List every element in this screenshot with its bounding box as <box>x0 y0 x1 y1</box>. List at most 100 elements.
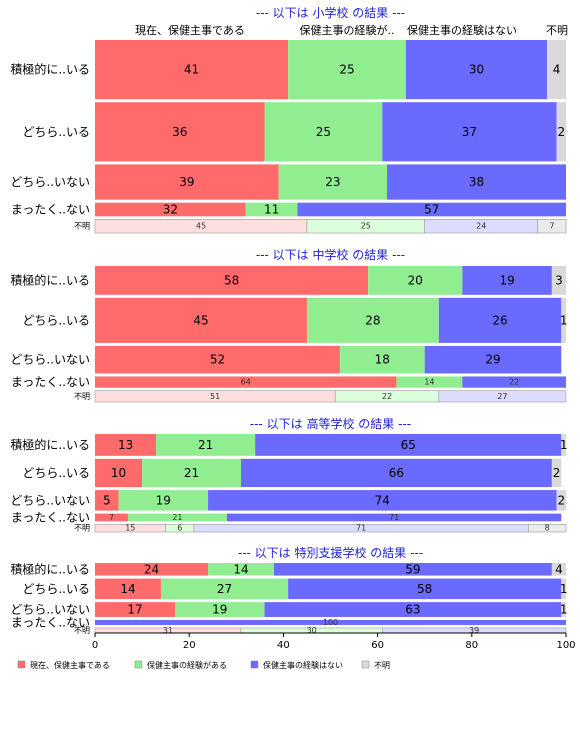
bar-segment <box>387 164 566 200</box>
bar-segment <box>561 602 566 617</box>
data-label: 4 <box>555 562 563 576</box>
data-label: 64 <box>241 378 251 387</box>
bar-segment <box>255 434 562 456</box>
bar-segment <box>561 578 566 600</box>
data-label: 3 <box>555 273 563 287</box>
data-label: 11 <box>264 203 279 217</box>
data-label: 29 <box>485 353 500 367</box>
bar-segment <box>462 376 566 388</box>
bar-segment <box>95 458 143 488</box>
row-label: まったく..ない <box>11 375 90 389</box>
row-label: どちら..いない <box>10 175 90 189</box>
bar-segment <box>95 202 246 217</box>
bar-segment <box>95 40 289 100</box>
data-label: 58 <box>417 582 432 596</box>
bar-segment <box>245 202 298 217</box>
bar-segment <box>95 266 369 295</box>
legend-entry: 保健主事の経験がある <box>147 660 227 670</box>
section-title: --- 以下は 小学校 の結果 --- <box>256 5 405 20</box>
data-label: 24 <box>144 562 159 576</box>
bar-segment <box>95 297 307 343</box>
legend-swatch <box>134 660 143 669</box>
bar-segment <box>118 490 209 511</box>
bar-segment <box>95 602 176 617</box>
bar-segment <box>438 390 567 403</box>
row-label: まったく..ない <box>11 203 90 217</box>
bar-segment <box>160 578 289 600</box>
data-label: 10 <box>111 466 126 480</box>
bar-segment <box>156 434 256 456</box>
data-label: 59 <box>405 562 420 576</box>
column-header: 保健主事の経験はない <box>407 23 517 37</box>
row-label: どちら..いない <box>10 603 90 617</box>
column-header: 保健主事の経験が.. <box>300 23 395 37</box>
data-label: 28 <box>365 313 380 327</box>
column-header: 不明 <box>546 24 568 37</box>
data-label: 27 <box>497 392 507 401</box>
data-label: 1 <box>560 603 568 617</box>
row-label: まったく..ない <box>11 615 90 629</box>
data-label: 23 <box>325 175 340 189</box>
data-label: 27 <box>217 582 232 596</box>
bar-segment <box>288 40 406 100</box>
row-label: 積極的に..いる <box>10 272 90 287</box>
data-label: 5 <box>103 493 111 507</box>
bar-segment <box>208 563 274 576</box>
data-label: 63 <box>405 603 420 617</box>
data-label: 25 <box>339 63 354 77</box>
bar-segment <box>241 458 552 488</box>
bar-segment <box>561 297 566 343</box>
data-label: 14 <box>120 582 135 596</box>
data-label: 71 <box>389 513 399 522</box>
data-label: 21 <box>198 438 213 452</box>
data-label: 71 <box>356 524 366 533</box>
data-label: 30 <box>469 63 484 77</box>
bar-segment <box>273 563 552 576</box>
data-label: 45 <box>193 313 208 327</box>
row-label: 積極的に..いる <box>10 561 90 576</box>
data-label: 4 <box>553 63 561 77</box>
bar-segment <box>95 345 340 374</box>
x-tick-label: 20 <box>183 640 196 651</box>
bar-segment <box>547 40 566 100</box>
unknown-row-label: 不明 <box>74 222 90 231</box>
bar-segment <box>208 490 557 511</box>
data-label: 74 <box>375 493 390 507</box>
legend-entry: 現在、保健主事である <box>30 660 110 670</box>
section-title: --- 以下は 中学校 の結果 --- <box>256 247 405 262</box>
section-title: --- 以下は 高等学校 の結果 --- <box>250 416 411 431</box>
column-header: 現在、保健主事である <box>135 23 245 37</box>
legend-entry: 不明 <box>374 661 390 670</box>
bar-segment <box>278 164 388 200</box>
bar-segment <box>551 563 566 576</box>
bar-segment <box>561 434 566 456</box>
x-tick-label: 100 <box>556 640 575 651</box>
bar-segment <box>95 164 279 200</box>
bar-segment <box>556 490 566 511</box>
legend-entry: 保健主事の経験はない <box>263 660 343 670</box>
bar-segment <box>264 602 562 617</box>
bar-segment <box>528 523 567 533</box>
bar-segment <box>306 297 439 343</box>
x-tick-label: 80 <box>465 640 478 651</box>
bar-segment <box>142 458 242 488</box>
bar-segment <box>264 102 383 162</box>
data-label: 22 <box>382 392 392 401</box>
legend-swatch <box>250 660 259 669</box>
data-label: 36 <box>172 125 187 139</box>
row-label: どちら..いる <box>22 125 90 139</box>
data-label: 30 <box>307 626 317 635</box>
bar-segment <box>396 376 463 388</box>
data-label: 31 <box>163 626 173 635</box>
data-label: 39 <box>469 626 479 635</box>
data-label: 38 <box>469 175 484 189</box>
row-label: まったく..ない <box>11 510 90 524</box>
data-label: 100 <box>323 618 338 627</box>
data-label: 37 <box>462 125 477 139</box>
bar-segment <box>537 219 567 234</box>
row-label: 積極的に..いる <box>10 62 90 77</box>
data-label: 39 <box>179 175 194 189</box>
bar-segment <box>462 266 552 295</box>
data-label: 57 <box>424 203 439 217</box>
bar-segment <box>339 345 425 374</box>
